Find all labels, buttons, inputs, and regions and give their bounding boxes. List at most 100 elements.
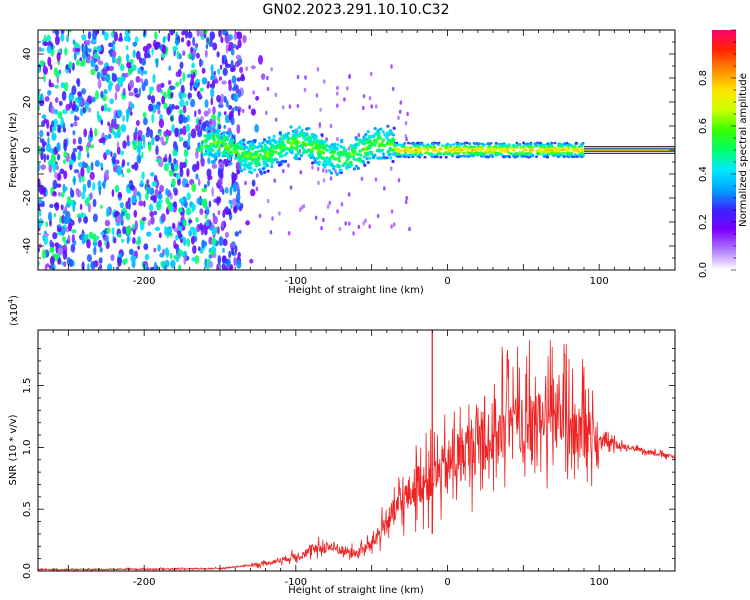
- spectral-cell: [431, 142, 435, 146]
- spectral-cell: [183, 237, 187, 247]
- spectral-cell: [97, 239, 103, 248]
- spectral-cell: [139, 221, 145, 231]
- spectral-cell: [262, 162, 266, 166]
- spectral-cell: [178, 109, 184, 115]
- spectral-cell: [240, 203, 244, 209]
- spectral-cell: [197, 142, 201, 149]
- spectral-cell: [208, 135, 212, 139]
- spectral-cell: [108, 42, 113, 48]
- spectral-cell: [362, 105, 365, 111]
- spectral-cell: [549, 143, 553, 146]
- spectral-cell: [357, 132, 361, 138]
- spectral-cell: [291, 129, 295, 133]
- spectral-cell: [551, 151, 555, 154]
- spectral-cell: [56, 165, 59, 171]
- spectral-cell: [63, 150, 68, 159]
- spectral-cell: [60, 116, 64, 127]
- spectral-cell: [107, 83, 112, 92]
- spectral-cell: [376, 137, 380, 141]
- spectral-cell: [239, 144, 244, 149]
- spectral-cell: [248, 143, 253, 147]
- spectral-cell: [310, 132, 314, 137]
- spectral-cell: [310, 148, 314, 152]
- spectral-cell: [366, 160, 370, 165]
- spectral-cell: [40, 151, 44, 161]
- spectral-cell: [517, 151, 521, 154]
- spectral-cell: [354, 146, 358, 150]
- spectral-cell: [170, 92, 174, 99]
- spectral-cell: [149, 211, 154, 218]
- spectral-cell: [231, 198, 237, 206]
- spectral-cell: [354, 164, 359, 168]
- spectral-cell: [268, 141, 272, 146]
- spectral-cell: [574, 141, 578, 145]
- spectral-cell: [141, 216, 147, 222]
- spectral-cell: [486, 142, 490, 145]
- spectral-cell: [217, 115, 221, 123]
- spectral-cell: [320, 226, 323, 231]
- spectral-cell: [580, 143, 584, 146]
- spectral-cell: [51, 263, 56, 270]
- spectral-cell: [90, 260, 96, 270]
- spectral-cell: [248, 140, 252, 144]
- spectral-cell: [46, 45, 52, 54]
- spectral-cell: [376, 128, 380, 132]
- spectral-cell: [382, 144, 386, 148]
- spectral-cell: [496, 152, 500, 156]
- spectral-cell: [254, 164, 259, 168]
- spectral-cell: [240, 159, 244, 163]
- spectral-cell: [330, 164, 334, 168]
- spectral-cell: [273, 178, 277, 183]
- spectral-cell: [62, 159, 67, 165]
- spectral-cell: [70, 187, 73, 196]
- spectral-cell: [197, 178, 201, 187]
- spectral-cell: [150, 172, 155, 177]
- spectral-cell: [106, 65, 110, 72]
- spectral-cell: [278, 211, 281, 216]
- spectral-cell: [447, 149, 451, 152]
- spectral-cell: [125, 257, 128, 265]
- spectral-cell: [219, 64, 223, 70]
- spectral-cell: [134, 126, 138, 137]
- spectral-cell: [490, 150, 494, 154]
- spectral-cell: [87, 141, 91, 149]
- spectral-cell: [104, 240, 107, 246]
- spectral-cell: [60, 30, 65, 34]
- spectral-cell: [222, 238, 228, 247]
- spectral-cell: [72, 138, 77, 145]
- spectral-cell: [457, 155, 461, 158]
- spectral-cell: [337, 156, 341, 160]
- spectral-cell: [233, 32, 237, 41]
- spectral-cell: [64, 81, 69, 92]
- spectral-cell: [391, 133, 396, 137]
- spectral-cell: [151, 47, 154, 56]
- spectral-cell: [38, 198, 42, 205]
- spectral-cell: [83, 128, 87, 138]
- spectral-cell: [441, 144, 445, 148]
- spectral-cell: [132, 49, 136, 59]
- spectral-cell: [157, 193, 163, 200]
- spectral-cell: [575, 155, 579, 159]
- spectral-cell: [437, 149, 441, 153]
- spectral-cell: [142, 112, 147, 118]
- spectral-cell: [402, 143, 406, 146]
- spectral-cell: [469, 145, 473, 148]
- spectral-cell: [104, 31, 109, 41]
- spectral-cell: [154, 31, 158, 40]
- spectral-cell: [89, 192, 93, 200]
- spectral-cell: [148, 203, 154, 212]
- spectral-cell: [199, 58, 202, 68]
- spectral-cell: [431, 150, 435, 153]
- spectral-cell: [314, 215, 318, 220]
- spectral-cell: [567, 142, 571, 146]
- spectral-cell: [539, 145, 543, 149]
- spectral-cell: [462, 151, 466, 155]
- spectral-cell: [461, 154, 465, 158]
- spectral-cell: [120, 124, 127, 133]
- colorbar-label: Normalized spectral amplitude: [738, 73, 749, 227]
- spectral-cell: [570, 147, 574, 151]
- spectral-cell: [185, 183, 190, 188]
- spectral-cell: [61, 90, 67, 101]
- spectral-cell: [550, 147, 554, 150]
- spectral-cell: [347, 151, 351, 155]
